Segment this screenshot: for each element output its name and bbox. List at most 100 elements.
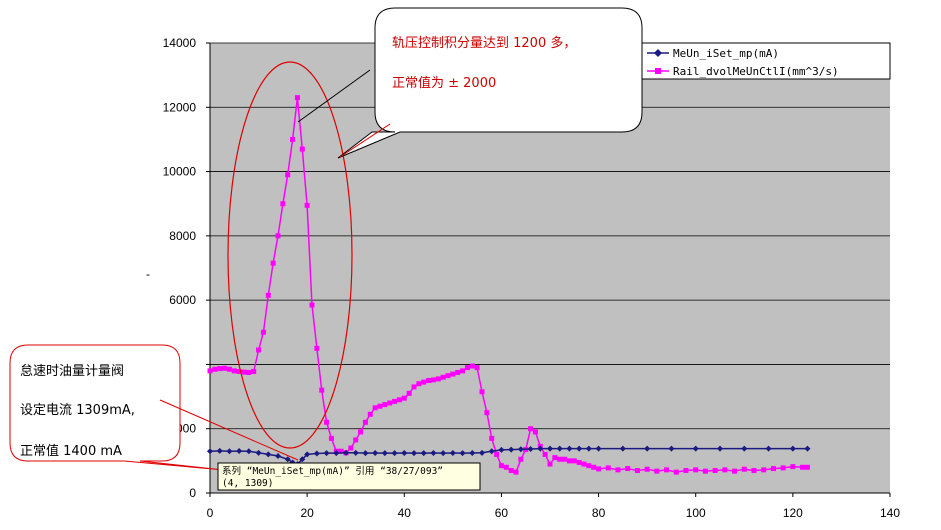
series-1-point: [449, 449, 456, 456]
x-tick-label: 140: [880, 506, 900, 520]
series-2-point: [460, 368, 466, 374]
series-1-point: [216, 447, 223, 454]
series-2-point: [207, 368, 213, 374]
series-2-point: [581, 461, 587, 467]
series-2-point: [314, 345, 320, 351]
callout-top: 轨压控制积分量达到 1200 多， 正常值为 ± 2000: [297, 7, 643, 159]
series-2-point: [513, 469, 519, 475]
series-2-point: [489, 435, 495, 441]
series-2-point: [479, 389, 485, 395]
series-2-point: [586, 463, 592, 469]
series-2-point: [615, 467, 621, 473]
series-2-point: [256, 347, 262, 353]
series-2-point: [241, 369, 247, 375]
series-1-point: [479, 449, 485, 456]
series-2-point: [528, 426, 534, 432]
series-2-point: [319, 387, 325, 393]
series-1-point: [488, 448, 495, 455]
series-1-point: [537, 445, 544, 452]
series-2-point: [309, 302, 315, 308]
legend: MeUn_iSet_mp(mA) Rail_dvolMeUnCtlI(mm^3/…: [640, 42, 891, 80]
series-1-point: [547, 445, 553, 452]
series-2-point: [562, 456, 568, 462]
x-tick-label: 80: [592, 506, 606, 520]
x-tick-label: 40: [398, 506, 412, 520]
series-2-point: [712, 468, 718, 473]
series-2-point: [634, 468, 640, 473]
tooltip-line1: 系列 “MeUn_iSet_mp(mA)” 引用 “38/27/093”: [222, 465, 443, 477]
series-2-point: [804, 464, 810, 470]
y-tick-label: 14000: [163, 36, 197, 50]
series-1-point: [381, 450, 388, 457]
series-1-point: [333, 450, 340, 457]
series-1-point: [804, 445, 811, 452]
series-2-point: [576, 459, 582, 465]
series-1-point: [556, 445, 563, 452]
series-2-point: [382, 402, 388, 408]
callout-top-line2: 正常值为 ± 2000: [392, 75, 496, 91]
series-2-point: [435, 376, 441, 382]
callout-red-line: [339, 123, 391, 158]
x-tick-label: 100: [686, 506, 706, 520]
series-2-point: [440, 374, 446, 380]
series-2-point: [280, 201, 286, 207]
series-2-point: [212, 366, 218, 372]
series-1-point: [498, 446, 505, 453]
series-2-point: [246, 369, 252, 375]
series-1-point: [323, 450, 330, 457]
series-2-point: [358, 429, 364, 435]
series-2-point: [401, 395, 407, 401]
x-tick-label: 20: [300, 506, 314, 520]
series-2-point: [265, 292, 271, 298]
series-2-point: [396, 397, 402, 403]
legend-label-2: Rail_dvolMeUnCtlI(mm^3/s): [673, 65, 839, 78]
series-2-point: [406, 390, 412, 396]
callout-left-line2: 设定电流 1309mA,: [20, 403, 135, 418]
series-layer: [207, 95, 811, 475]
y-tick-label: 10000: [163, 165, 197, 179]
series-2-point: [557, 456, 563, 462]
series-2-point: [542, 451, 548, 457]
series-2-point: [644, 466, 650, 472]
series-2-point: [702, 468, 708, 474]
series-2-point: [654, 468, 660, 474]
series-1-point: [517, 446, 524, 453]
tooltip: 系列 “MeUn_iSet_mp(mA)” 引用 “38/27/093” (4,…: [217, 462, 481, 491]
x-tick-label: 120: [783, 506, 803, 520]
series-1-point: [595, 445, 602, 452]
series-2-point: [285, 172, 291, 178]
series-2-point: [591, 464, 597, 470]
x-tick-label: 0: [207, 506, 214, 520]
series-2-point: [426, 378, 432, 383]
series-1-point: [459, 450, 466, 457]
series-2-point: [251, 369, 257, 374]
series-1-point: [585, 445, 592, 452]
series-1-point: [343, 449, 349, 456]
series-2-point: [770, 466, 776, 472]
y-tick-label: 8000: [169, 229, 196, 243]
series-2-point: [416, 381, 422, 387]
series-2-point: [362, 419, 368, 425]
series-2-point: [231, 368, 237, 374]
series-2-point: [605, 465, 611, 471]
series-1-point: [420, 450, 427, 457]
series-2-point: [780, 465, 786, 471]
series-line-1: [209, 447, 808, 465]
series-2-point: [455, 369, 461, 375]
series-2-point: [741, 466, 747, 472]
y-axis-dash: -: [146, 267, 150, 281]
series-2-point: [236, 369, 242, 374]
series-2-point: [625, 466, 631, 472]
series-2-point: [411, 384, 417, 390]
series-2-point: [348, 445, 354, 451]
series-1-point: [299, 456, 306, 463]
series-2-point: [761, 467, 767, 473]
series-1-point: [430, 449, 437, 456]
series-2-point: [494, 451, 500, 457]
series-1-point: [265, 451, 272, 458]
series-1-point: [304, 451, 311, 458]
series-1-point: [372, 449, 379, 456]
series-2-point: [372, 405, 378, 411]
series-2-point: [299, 146, 305, 152]
